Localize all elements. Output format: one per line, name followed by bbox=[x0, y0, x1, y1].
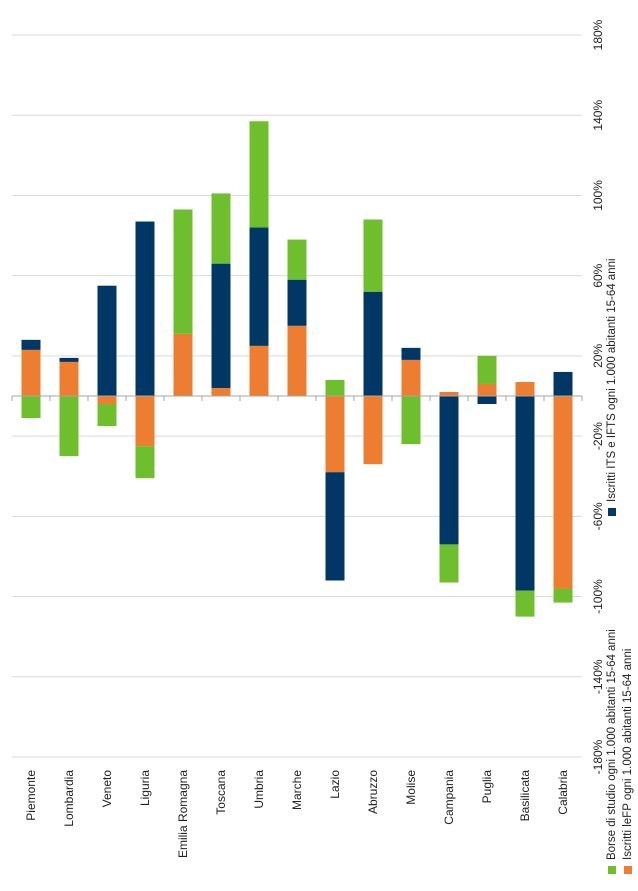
bar-segment bbox=[477, 355, 497, 384]
bar-segment bbox=[249, 345, 269, 396]
category-label: Marche bbox=[290, 770, 304, 810]
bar-segment bbox=[363, 291, 383, 396]
bar-segment bbox=[477, 383, 497, 396]
bar-segment bbox=[553, 588, 573, 603]
bar-segment bbox=[97, 285, 117, 396]
bars bbox=[21, 121, 573, 617]
bar-segment bbox=[211, 263, 231, 388]
y-tick-label: 60% bbox=[591, 263, 605, 287]
legend-swatch bbox=[608, 866, 616, 874]
category-label: Abruzzo bbox=[366, 770, 380, 814]
category-label: Calabria bbox=[556, 770, 570, 815]
bar-segment bbox=[135, 446, 155, 479]
bar-segment bbox=[249, 121, 269, 228]
category-label: Piemonte bbox=[24, 770, 38, 821]
bar-segment bbox=[97, 404, 117, 427]
bar-segment bbox=[135, 221, 155, 396]
bar-segment bbox=[401, 347, 421, 360]
bar-segment bbox=[21, 339, 41, 350]
legend-swatch bbox=[624, 866, 632, 874]
bar-segment bbox=[287, 239, 307, 280]
category-label: Toscana bbox=[214, 770, 228, 815]
bar-segment bbox=[515, 396, 535, 591]
bar-segment bbox=[477, 396, 497, 405]
bar-segment bbox=[553, 396, 573, 589]
category-label: Campania bbox=[442, 770, 456, 825]
legend-swatch bbox=[608, 508, 616, 516]
bar-segment bbox=[515, 590, 535, 617]
bar-segment bbox=[59, 361, 79, 396]
bar-segment bbox=[325, 396, 345, 473]
y-tick-label: 180% bbox=[591, 19, 605, 50]
bar-segment bbox=[287, 325, 307, 396]
legend-label: Iscritti leFP ogni 1.000 abitanti 15-64 … bbox=[622, 649, 634, 860]
bar-segment bbox=[325, 379, 345, 396]
bar-segment bbox=[21, 349, 41, 396]
bar-segment bbox=[439, 544, 459, 583]
y-tick-label: -60% bbox=[591, 502, 605, 530]
bar-segment bbox=[97, 396, 117, 405]
category-label: Puglia bbox=[480, 770, 494, 804]
bar-segment bbox=[211, 193, 231, 264]
bar-segment bbox=[59, 357, 79, 362]
legend-label: Iscritti ITS e IFTS ogni 1.000 abitanti … bbox=[606, 258, 618, 502]
category-label: Liguria bbox=[138, 770, 152, 806]
y-tick-label: -20% bbox=[591, 422, 605, 450]
bar-segment bbox=[325, 472, 345, 581]
bar-segment bbox=[173, 333, 193, 396]
bar-segment bbox=[401, 359, 421, 396]
y-tick-label: 20% bbox=[591, 344, 605, 368]
bar-segment bbox=[21, 396, 41, 419]
y-tick-label: -100% bbox=[591, 579, 605, 614]
category-label: Molise bbox=[404, 770, 418, 805]
category-label: Umbria bbox=[252, 770, 266, 809]
bar-segment bbox=[59, 396, 79, 457]
category-label: Basilicata bbox=[518, 770, 532, 822]
category-label: Lombardia bbox=[62, 770, 76, 827]
y-tick-label: 140% bbox=[591, 100, 605, 131]
legend: Borse di studio ogni 1.000 abitanti 15-6… bbox=[606, 258, 634, 874]
y-tick-label: -140% bbox=[591, 659, 605, 694]
bar-segment bbox=[135, 396, 155, 447]
bar-segment bbox=[515, 381, 535, 396]
y-tick-label: 100% bbox=[591, 180, 605, 211]
bar-segment bbox=[363, 396, 383, 465]
category-label: Lazio bbox=[328, 770, 342, 799]
bar-segment bbox=[249, 227, 269, 346]
bar-segment bbox=[363, 219, 383, 292]
legend-label: Borse di studio ogni 1.000 abitanti 15-6… bbox=[606, 629, 618, 860]
bar-segment bbox=[287, 279, 307, 326]
axes: -180% -140% -100% -60% -20% 20% 60% 100% 140% 180… bbox=[11, 19, 605, 858]
bar-segment bbox=[439, 396, 459, 545]
y-tick-label: -180% bbox=[591, 739, 605, 774]
category-label: Emilia Romagna bbox=[176, 770, 190, 858]
bar-segment bbox=[211, 387, 231, 396]
bar-segment bbox=[173, 209, 193, 334]
bar-segment bbox=[439, 391, 459, 396]
category-label: Veneto bbox=[100, 770, 114, 808]
bar-segment bbox=[401, 396, 421, 445]
bar-segment bbox=[553, 371, 573, 396]
